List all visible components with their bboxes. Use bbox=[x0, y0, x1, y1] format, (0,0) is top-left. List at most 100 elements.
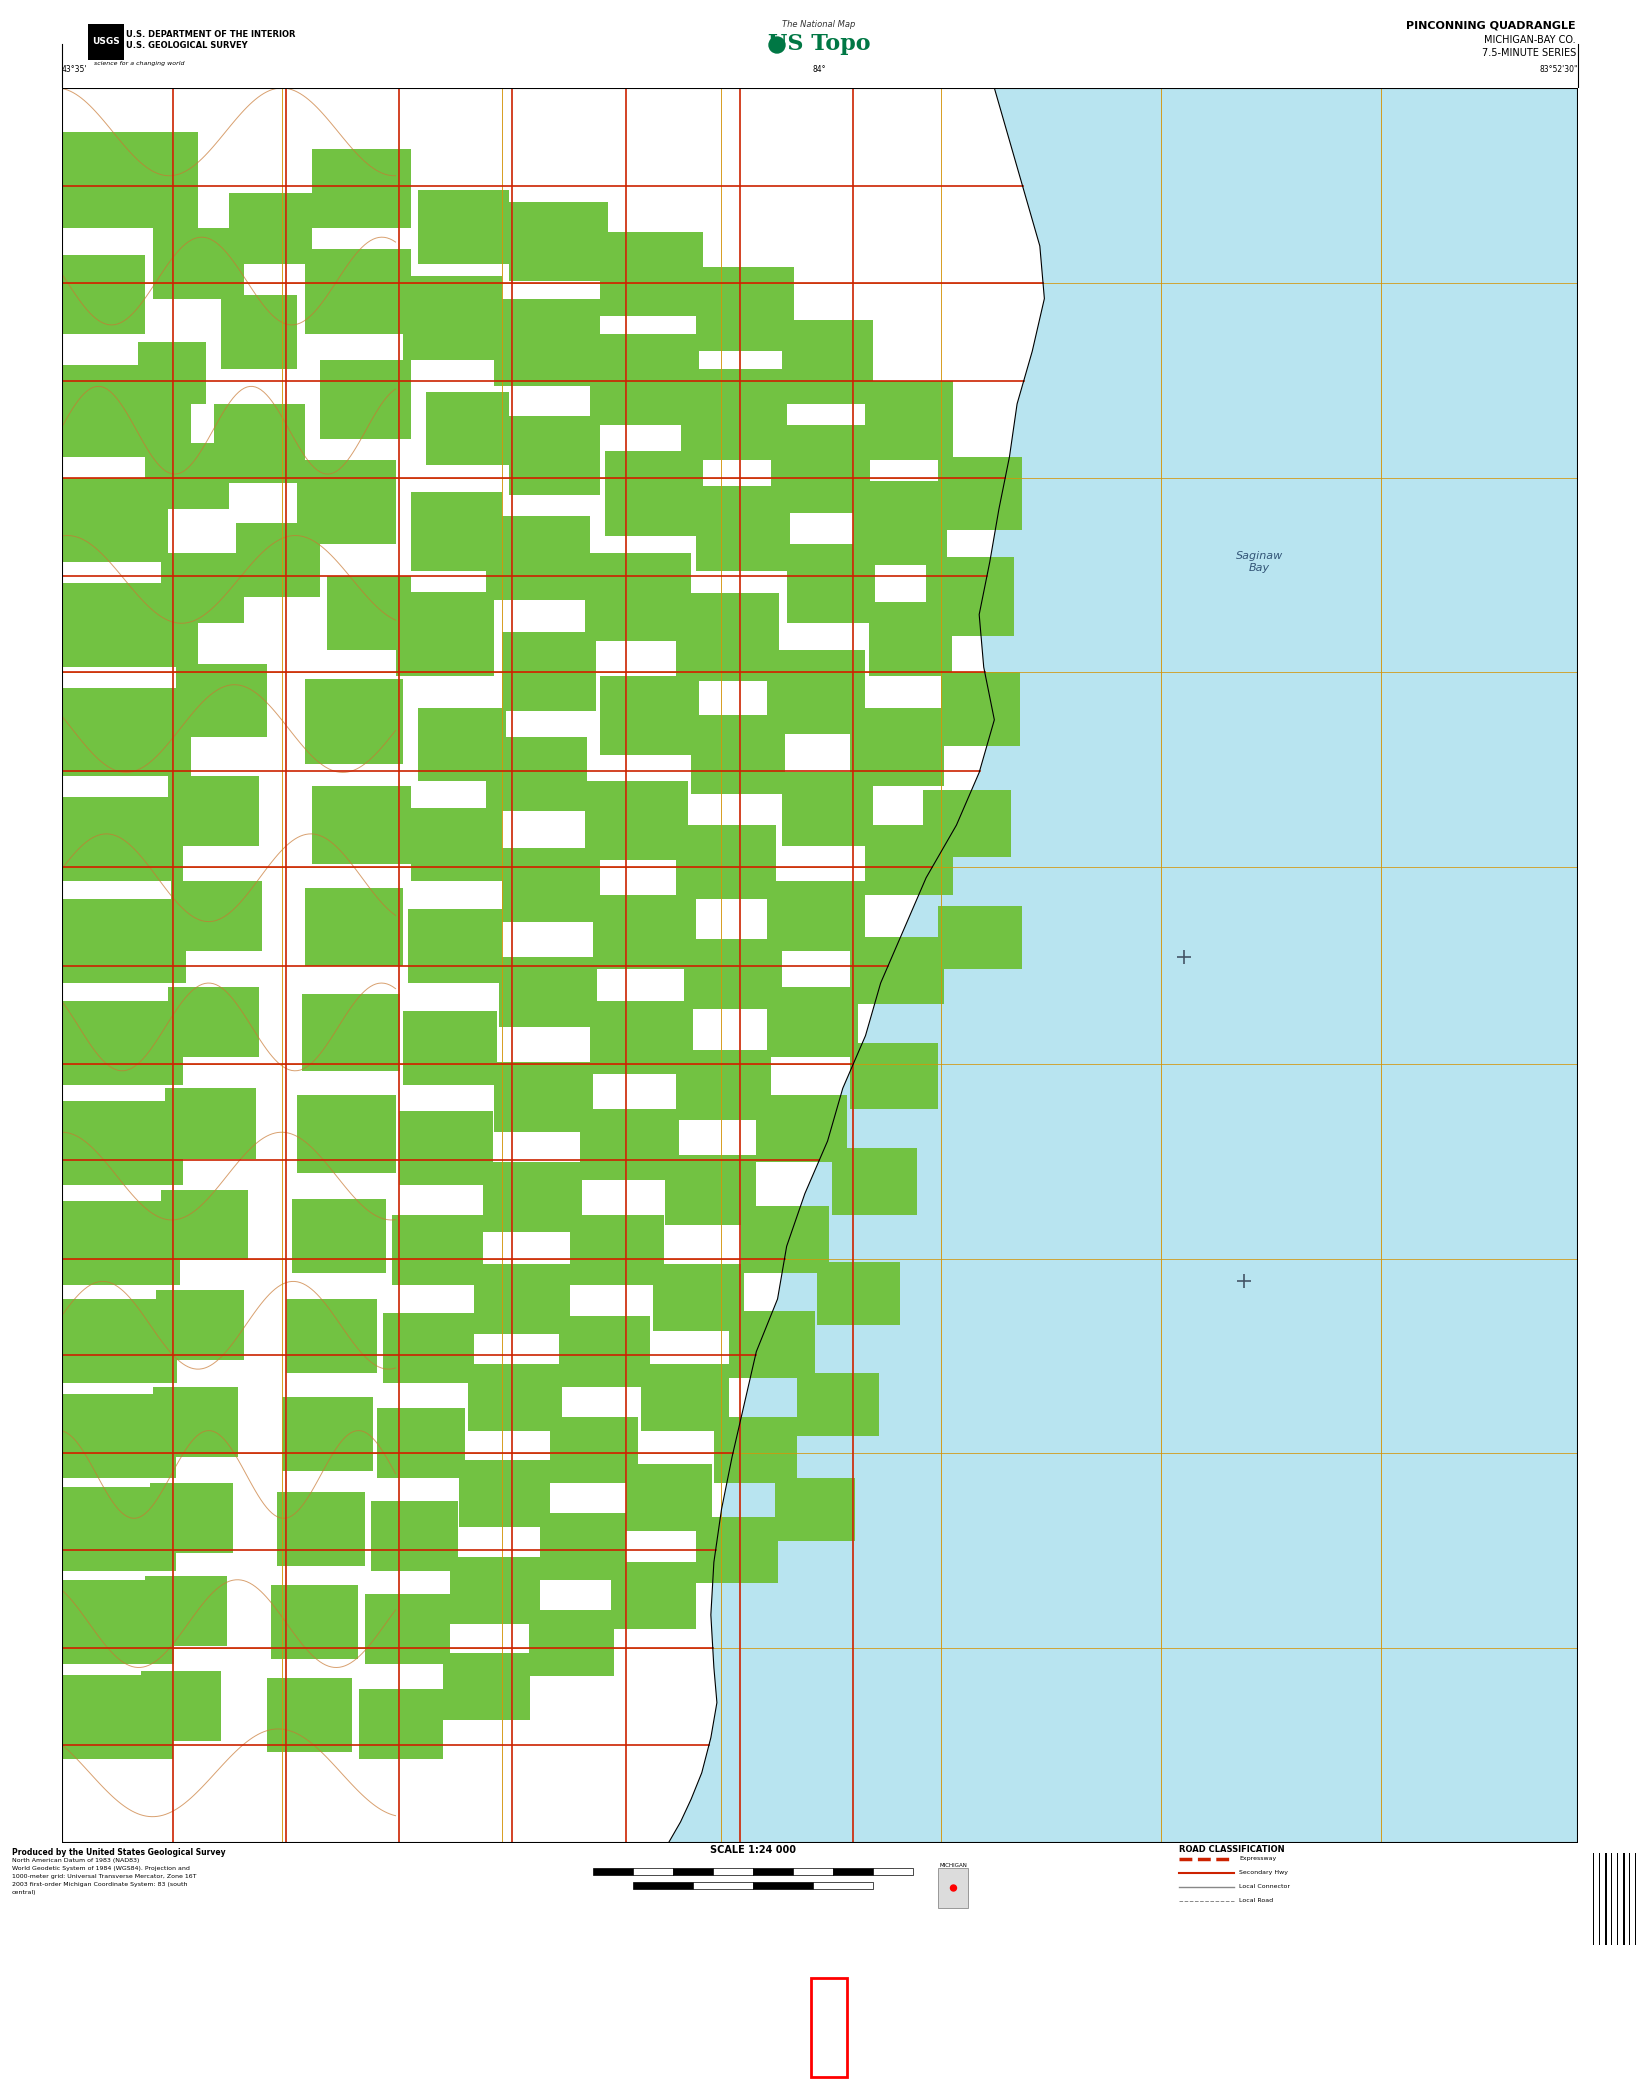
Bar bbox=[313, 150, 411, 228]
Bar bbox=[939, 1869, 968, 1908]
Bar bbox=[559, 1318, 650, 1386]
Bar bbox=[501, 848, 600, 921]
Bar bbox=[146, 1576, 228, 1647]
Bar bbox=[729, 1311, 816, 1378]
Text: SCALE 1:24 000: SCALE 1:24 000 bbox=[711, 1846, 796, 1854]
Bar bbox=[221, 294, 296, 370]
Text: 7.5-MINUTE SERIES: 7.5-MINUTE SERIES bbox=[1482, 48, 1576, 58]
Bar bbox=[775, 1478, 855, 1541]
Bar bbox=[850, 1042, 939, 1109]
Text: science for a changing world: science for a changing world bbox=[93, 61, 185, 67]
Text: central): central) bbox=[11, 1890, 36, 1896]
Bar bbox=[62, 1100, 183, 1184]
Text: US Topo: US Topo bbox=[768, 33, 870, 54]
Bar bbox=[372, 1501, 457, 1570]
Bar bbox=[408, 910, 501, 983]
Bar bbox=[62, 365, 192, 457]
Bar bbox=[740, 1207, 829, 1272]
Bar bbox=[509, 203, 608, 282]
Text: Produced by the United States Geological Survey: Produced by the United States Geological… bbox=[11, 1848, 226, 1856]
Bar bbox=[418, 708, 506, 781]
Bar bbox=[853, 480, 947, 566]
Text: 84°: 84° bbox=[812, 65, 826, 73]
Bar bbox=[1631, 1852, 1635, 1946]
Bar bbox=[495, 299, 600, 386]
Bar bbox=[267, 1679, 352, 1752]
Bar bbox=[152, 1386, 238, 1457]
Bar bbox=[811, 1977, 847, 2078]
Bar bbox=[600, 232, 703, 315]
Bar bbox=[1623, 1852, 1625, 1946]
Bar bbox=[152, 228, 244, 299]
Bar bbox=[529, 1610, 614, 1677]
Bar bbox=[850, 708, 945, 787]
Bar bbox=[832, 1148, 917, 1215]
Bar bbox=[865, 382, 953, 459]
Bar bbox=[411, 491, 501, 570]
Bar bbox=[169, 986, 259, 1057]
Text: U.S. DEPARTMENT OF THE INTERIOR: U.S. DEPARTMENT OF THE INTERIOR bbox=[126, 29, 295, 40]
Text: Secondary Hwy: Secondary Hwy bbox=[1240, 1871, 1289, 1875]
Bar bbox=[781, 773, 873, 846]
Bar bbox=[767, 649, 865, 733]
Bar bbox=[793, 1867, 834, 1875]
Text: Local Road: Local Road bbox=[1240, 1898, 1273, 1902]
Bar bbox=[62, 1201, 180, 1284]
Bar bbox=[62, 1487, 175, 1570]
Bar bbox=[229, 194, 313, 263]
Bar bbox=[305, 679, 403, 764]
Bar bbox=[328, 576, 411, 649]
Bar bbox=[383, 1313, 475, 1382]
Text: The National Map: The National Map bbox=[783, 21, 855, 29]
Bar bbox=[626, 1464, 713, 1531]
Text: 1000-meter grid: Universal Transverse Mercator, Zone 16T: 1000-meter grid: Universal Transverse Me… bbox=[11, 1875, 197, 1879]
Bar bbox=[175, 664, 267, 737]
Bar bbox=[753, 1867, 793, 1875]
Bar bbox=[865, 825, 953, 896]
Bar bbox=[539, 1514, 626, 1581]
Bar bbox=[814, 1881, 873, 1888]
Text: Expressway: Expressway bbox=[1240, 1856, 1276, 1860]
Text: PINCONNING QUADRANGLE: PINCONNING QUADRANGLE bbox=[1407, 21, 1576, 29]
Bar bbox=[580, 1109, 680, 1180]
Bar bbox=[141, 1670, 221, 1741]
Text: 2003 first-order Michigan Coordinate System: 83 (south: 2003 first-order Michigan Coordinate Sys… bbox=[11, 1881, 187, 1888]
Bar bbox=[570, 1215, 663, 1284]
Bar bbox=[459, 1460, 550, 1526]
Bar bbox=[403, 1011, 496, 1086]
Bar bbox=[483, 1163, 581, 1232]
Text: Saginaw
Bay: Saginaw Bay bbox=[1237, 551, 1283, 572]
Bar bbox=[62, 798, 183, 881]
Bar bbox=[305, 248, 411, 334]
Bar bbox=[714, 1416, 798, 1482]
Bar bbox=[585, 781, 688, 860]
Text: World Geodetic System of 1984 (WGS84). Projection and: World Geodetic System of 1984 (WGS84). P… bbox=[11, 1867, 190, 1871]
Bar bbox=[395, 591, 495, 677]
Bar bbox=[319, 359, 411, 438]
Bar bbox=[757, 1096, 847, 1163]
Bar bbox=[377, 1407, 465, 1478]
Bar bbox=[585, 553, 691, 641]
Bar bbox=[1613, 1852, 1617, 1946]
Bar bbox=[590, 334, 699, 426]
Bar bbox=[486, 737, 586, 810]
Bar bbox=[673, 1867, 714, 1875]
Bar bbox=[151, 1482, 233, 1553]
Bar bbox=[146, 443, 229, 509]
Bar bbox=[468, 1363, 562, 1430]
Bar bbox=[753, 1881, 814, 1888]
Bar bbox=[287, 1299, 377, 1372]
Bar bbox=[498, 956, 598, 1027]
Bar bbox=[365, 1593, 450, 1664]
Bar bbox=[714, 1867, 753, 1875]
Bar bbox=[600, 677, 699, 756]
Bar bbox=[604, 451, 703, 535]
Bar bbox=[475, 1263, 570, 1334]
Bar bbox=[634, 1867, 673, 1875]
Bar bbox=[590, 1000, 693, 1075]
Bar bbox=[305, 887, 403, 965]
Bar bbox=[161, 1190, 249, 1261]
Bar bbox=[138, 342, 206, 403]
Bar bbox=[691, 714, 785, 793]
Bar bbox=[683, 940, 781, 1009]
